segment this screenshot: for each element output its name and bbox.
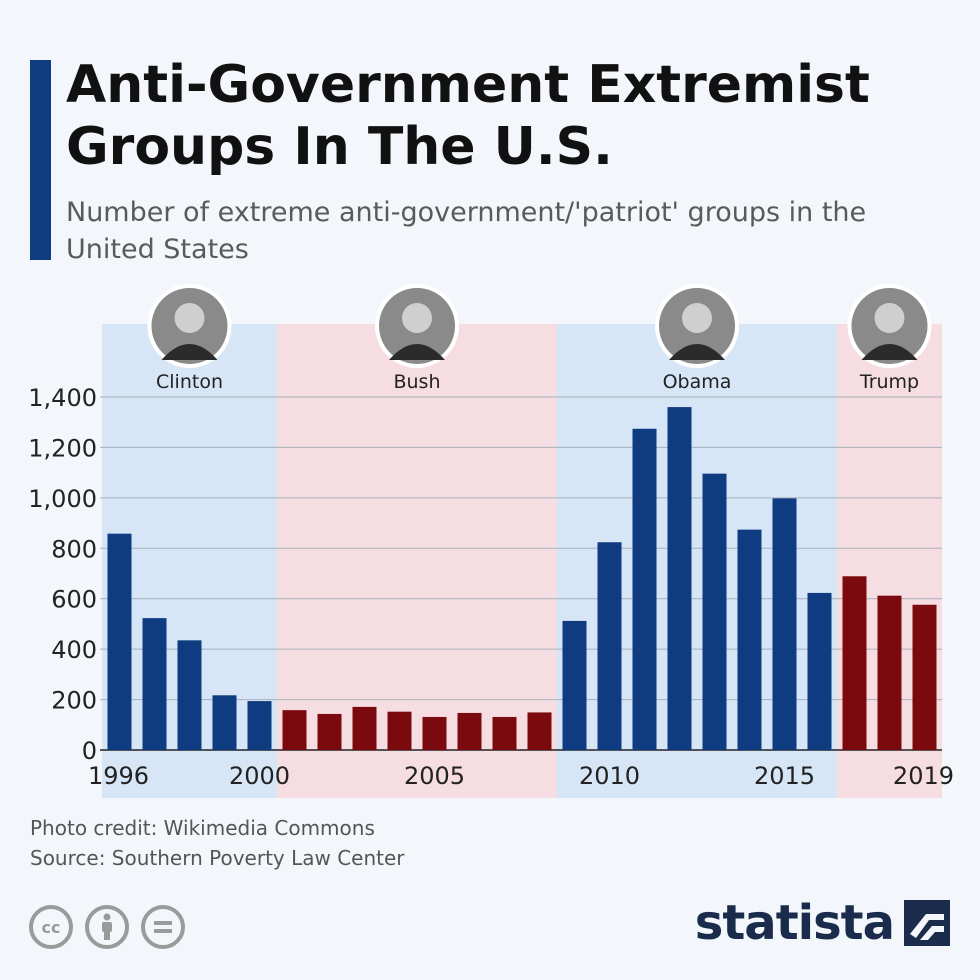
source-note: Source: Southern Poverty Law Center <box>30 846 405 870</box>
bar-chart: 0 200 400 600 800 1,000 1,200 1,400 1996 2000 200… <box>28 284 954 798</box>
bar <box>352 706 377 750</box>
chart-title: Anti-Government Extremist Groups In The … <box>66 55 870 177</box>
cc-icon[interactable]: cc <box>28 904 74 950</box>
portrait-shoulders <box>389 344 445 360</box>
portrait-head <box>174 303 205 333</box>
bar <box>632 428 657 750</box>
y-tick-label: 200 <box>51 687 97 715</box>
x-tick-label: 2000 <box>229 762 290 790</box>
statista-brand[interactable]: statista <box>695 895 950 951</box>
portrait-trump: Trump <box>847 284 932 393</box>
y-tick-label: 0 <box>82 737 97 765</box>
y-tick-label: 400 <box>51 636 97 664</box>
no-derivatives-icon[interactable] <box>140 904 186 950</box>
bar <box>282 710 307 750</box>
administration-label: Obama <box>663 371 732 393</box>
bar <box>142 618 167 750</box>
x-tick-label: 1996 <box>88 762 149 790</box>
portrait-head <box>402 303 432 333</box>
portrait-shoulders <box>669 344 725 360</box>
y-tick-label: 600 <box>51 586 97 614</box>
bar <box>387 711 412 750</box>
bar <box>842 576 867 750</box>
svg-text:cc: cc <box>42 918 61 937</box>
y-tick-label: 1,000 <box>28 485 97 513</box>
x-tick-label: 2010 <box>579 762 640 790</box>
license-icons: cc <box>28 904 186 950</box>
chart-subtitle: Number of extreme anti-government/'patri… <box>66 197 867 265</box>
photo-credit: Photo credit: Wikimedia Commons <box>30 816 375 840</box>
bar <box>457 712 482 750</box>
bar <box>597 542 622 750</box>
title-accent-bar <box>30 60 51 260</box>
administration-label: Clinton <box>156 371 223 393</box>
administration-label: Trump <box>859 371 919 393</box>
bar <box>702 473 727 750</box>
administration-label: Bush <box>393 371 440 393</box>
bar <box>177 640 202 750</box>
x-tick-label: 2005 <box>404 762 465 790</box>
y-tick-label: 1,200 <box>28 434 97 462</box>
portrait-bush: Bush <box>375 284 459 393</box>
bar <box>247 701 272 750</box>
bar <box>912 604 937 750</box>
bar <box>667 407 692 750</box>
bar <box>737 529 762 750</box>
portrait-head <box>874 303 905 333</box>
statista-logo-icon <box>904 900 950 946</box>
bar <box>492 716 517 750</box>
portrait-shoulders <box>161 344 218 360</box>
portrait-obama: Obama <box>655 284 739 393</box>
bar <box>212 695 237 750</box>
bar <box>807 592 832 750</box>
y-tick-label: 800 <box>51 535 97 563</box>
bar <box>772 498 797 750</box>
bar <box>562 620 587 750</box>
portrait-head <box>682 303 712 333</box>
bar <box>317 713 342 750</box>
portrait-clinton: Clinton <box>147 284 232 393</box>
bar <box>422 716 447 750</box>
portrait-shoulders <box>861 344 918 360</box>
y-tick-label: 1,400 <box>28 384 97 412</box>
statista-wordmark: statista <box>694 895 895 951</box>
bar <box>107 533 132 750</box>
bar <box>527 712 552 750</box>
x-tick-label: 2015 <box>754 762 815 790</box>
attribution-icon[interactable] <box>84 904 130 950</box>
x-tick-label: 2019 <box>893 762 954 790</box>
bar <box>877 595 902 750</box>
